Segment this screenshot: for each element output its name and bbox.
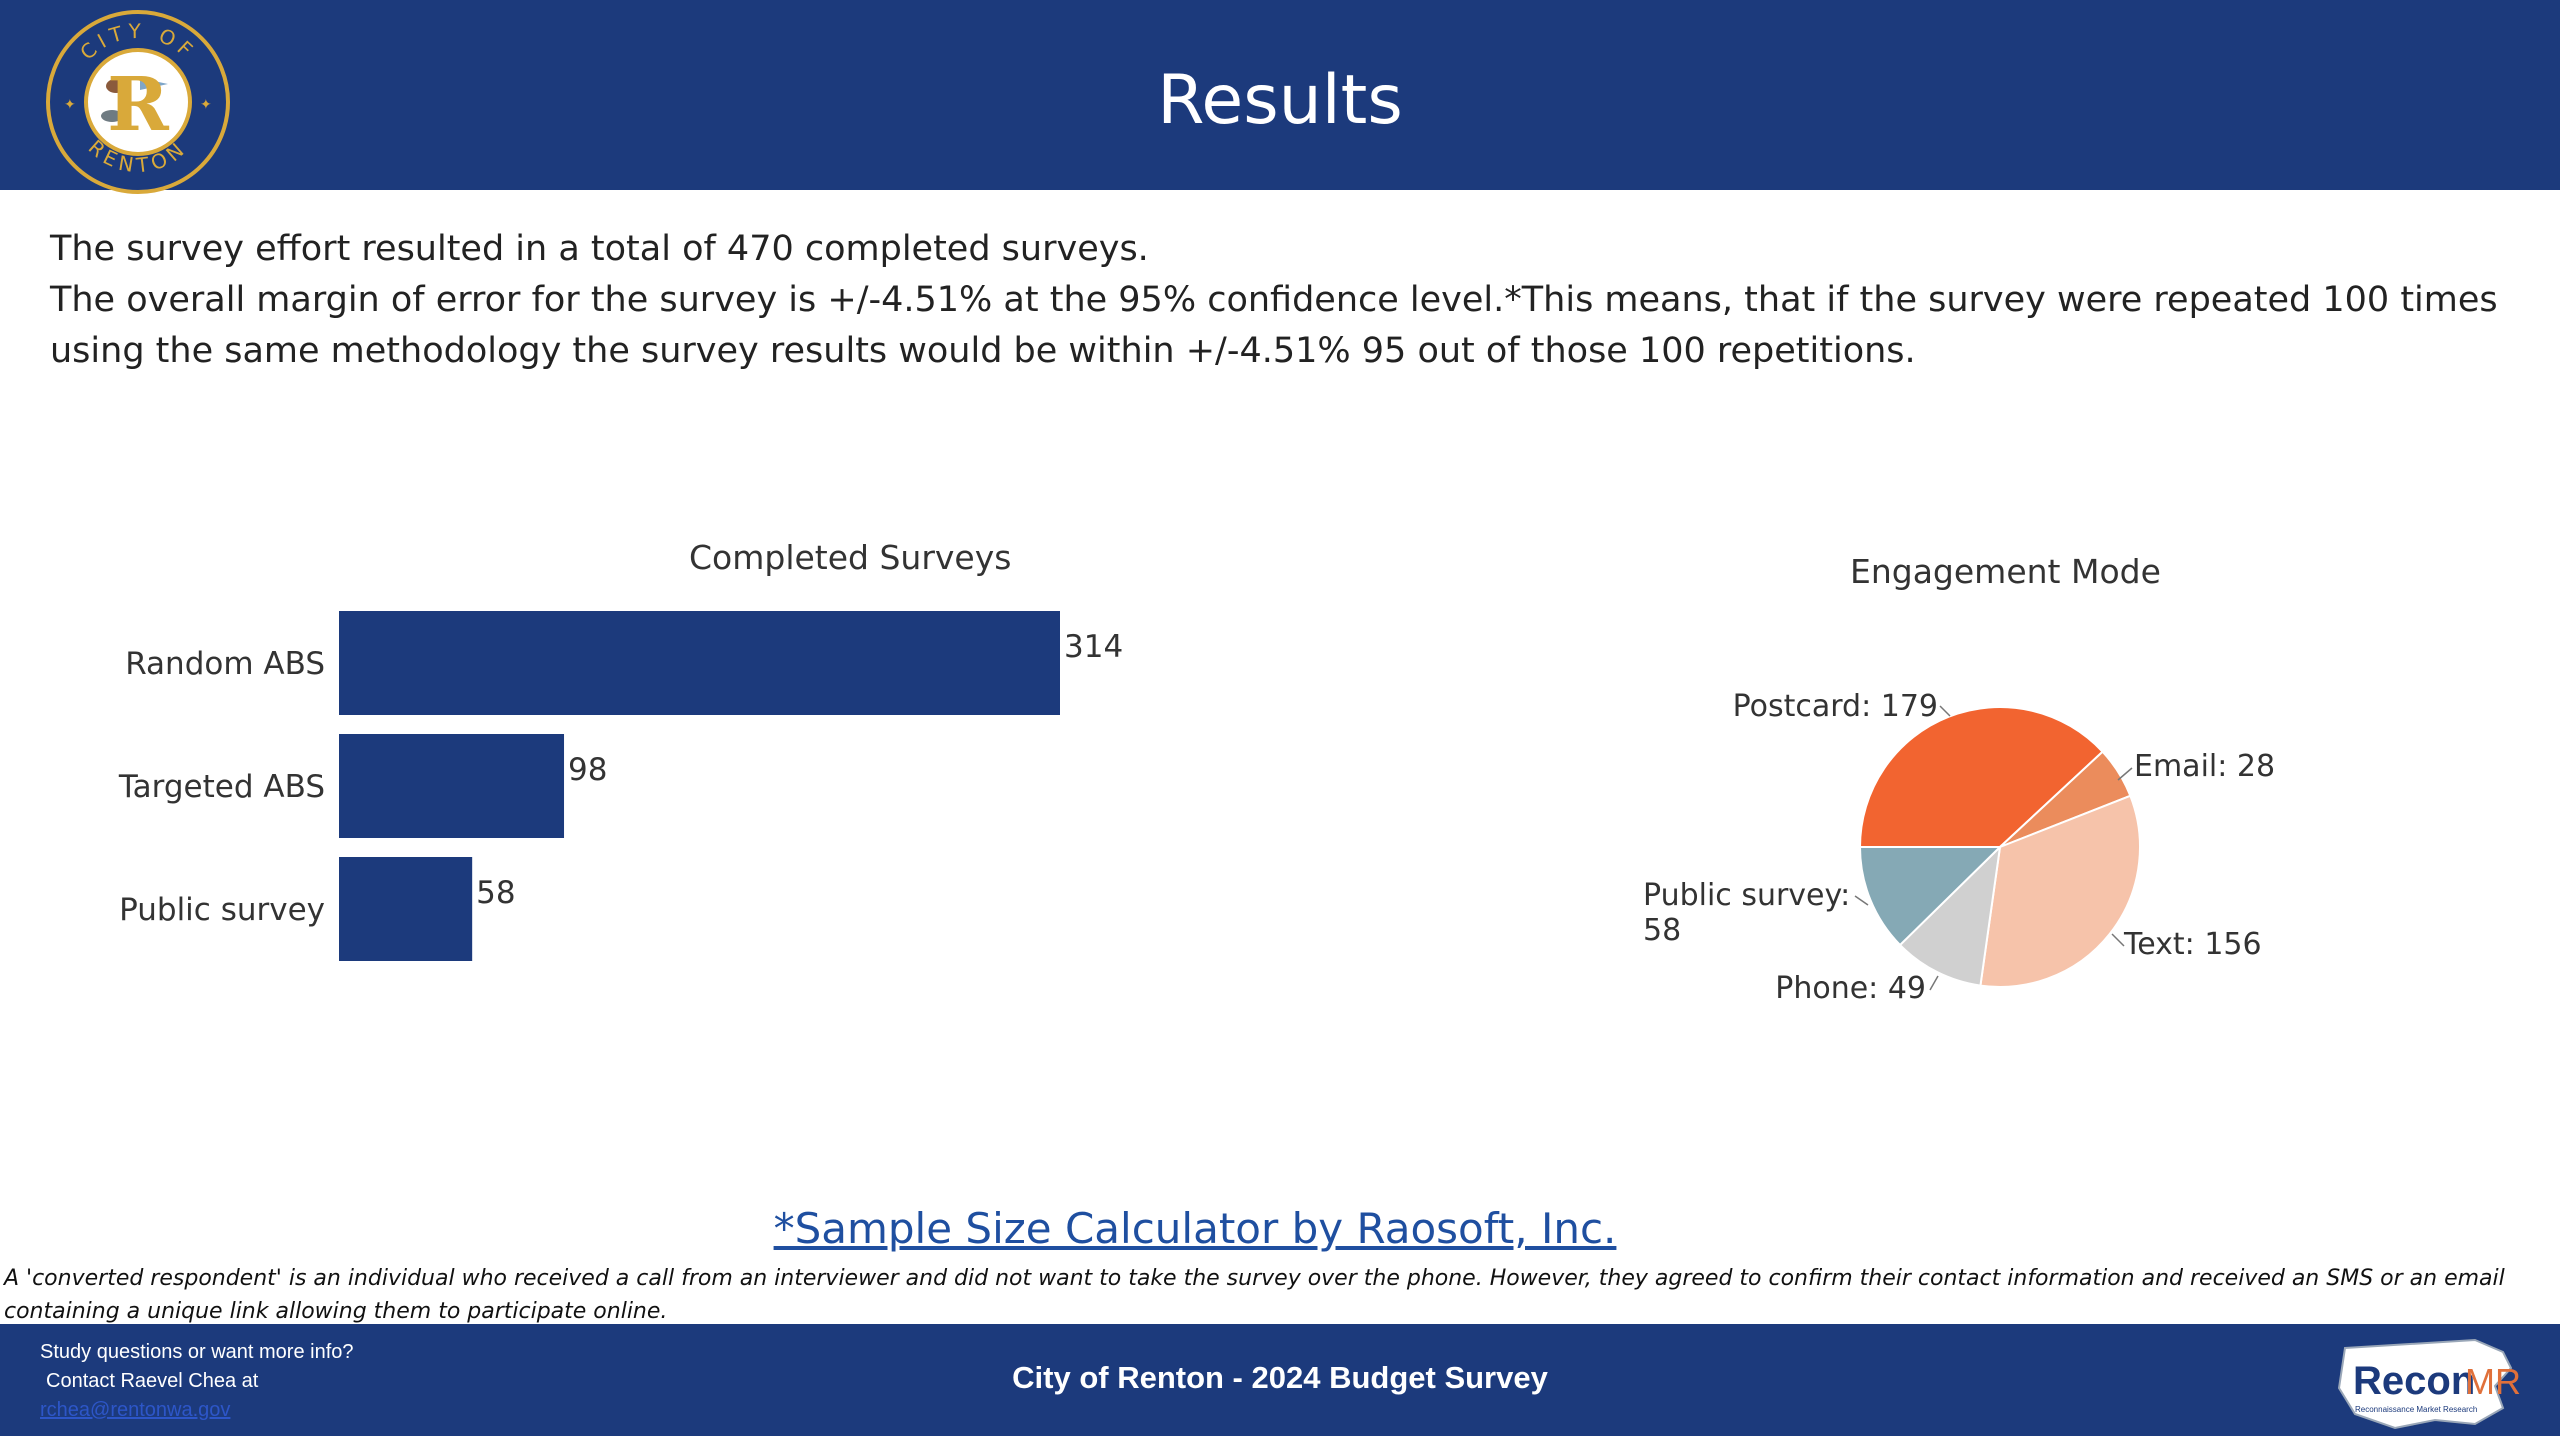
page-title: Results	[1157, 60, 1403, 140]
bar	[339, 611, 1060, 715]
pie-slice-label-line: Public survey:	[1643, 878, 1850, 913]
footer-contact: Study questions or want more info? Conta…	[40, 1338, 354, 1425]
sample-size-calculator-link[interactable]: *Sample Size Calculator by Raosoft, Inc.	[773, 1204, 1617, 1253]
pie-slice	[1858, 706, 2104, 848]
bar	[339, 857, 473, 961]
pie-slice-label: Text: 156	[2123, 927, 2262, 962]
pie-slice-label: Email: 28	[2134, 749, 2275, 784]
pie-slice-label-line: 58	[1643, 913, 1681, 948]
bar-value-label: 58	[476, 875, 515, 911]
recon-brand-name-2: MR	[2465, 1361, 2521, 1402]
bar	[339, 734, 565, 838]
svg-text:✦: ✦	[64, 96, 76, 112]
pie-slice-label: Postcard: 179	[1733, 689, 1938, 724]
footer-contact-line-1: Study questions or want more info?	[40, 1341, 354, 1363]
bar-value-label: 314	[1064, 629, 1123, 665]
pie-slice	[1858, 846, 2003, 947]
footnote-text: A 'converted respondent' is an individua…	[4, 1266, 2505, 1324]
bar-category-label: Targeted ABS	[118, 769, 325, 805]
intro-line-1: The survey effort resulted in a total of…	[50, 229, 1149, 269]
footer-bar	[0, 1324, 2560, 1436]
logo-letter: R	[107, 62, 169, 148]
pie-slice	[1979, 794, 2141, 989]
pie-leader-line	[1929, 975, 1939, 991]
header-bar	[0, 0, 2560, 190]
recon-brand-name-1: Recon	[2353, 1359, 2475, 1403]
pie-leader-line	[2117, 767, 2133, 781]
bar-value-label: 98	[568, 752, 607, 788]
intro-text: The survey effort resulted in a total of…	[50, 224, 2510, 377]
pie-leader-line	[1939, 705, 1951, 717]
footer-contact-line-2: Contact Raevel Chea at	[46, 1370, 259, 1392]
pie-chart-title: Engagement Mode	[1850, 552, 2161, 591]
footer-contact-email[interactable]: rchea@rentonwa.gov	[40, 1399, 231, 1421]
bar-category-label: Public survey	[119, 892, 325, 928]
recon-mr-logo: Recon MR Reconnaissance Market Research	[2337, 1338, 2521, 1430]
footer-title: City of Renton - 2024 Budget Survey	[1012, 1360, 1548, 1395]
bar-chart-title: Completed Surveys	[689, 538, 1012, 577]
pie-slice-label: Phone: 49	[1775, 971, 1926, 1006]
bar-category-label: Random ABS	[125, 646, 325, 682]
pie-slice-label: Public survey: 58	[1643, 878, 1850, 948]
pie-leader-line	[1854, 895, 1869, 906]
intro-line-2: The overall margin of error for the surv…	[50, 280, 2498, 371]
city-of-renton-logo: CITY OF RENTON ✦ ✦ R	[46, 10, 230, 194]
recon-brand-tagline: Reconnaissance Market Research	[2355, 1405, 2477, 1414]
pie-leader-line	[2111, 933, 2125, 947]
pie-slice	[1898, 844, 2002, 987]
svg-text:✦: ✦	[200, 96, 212, 112]
